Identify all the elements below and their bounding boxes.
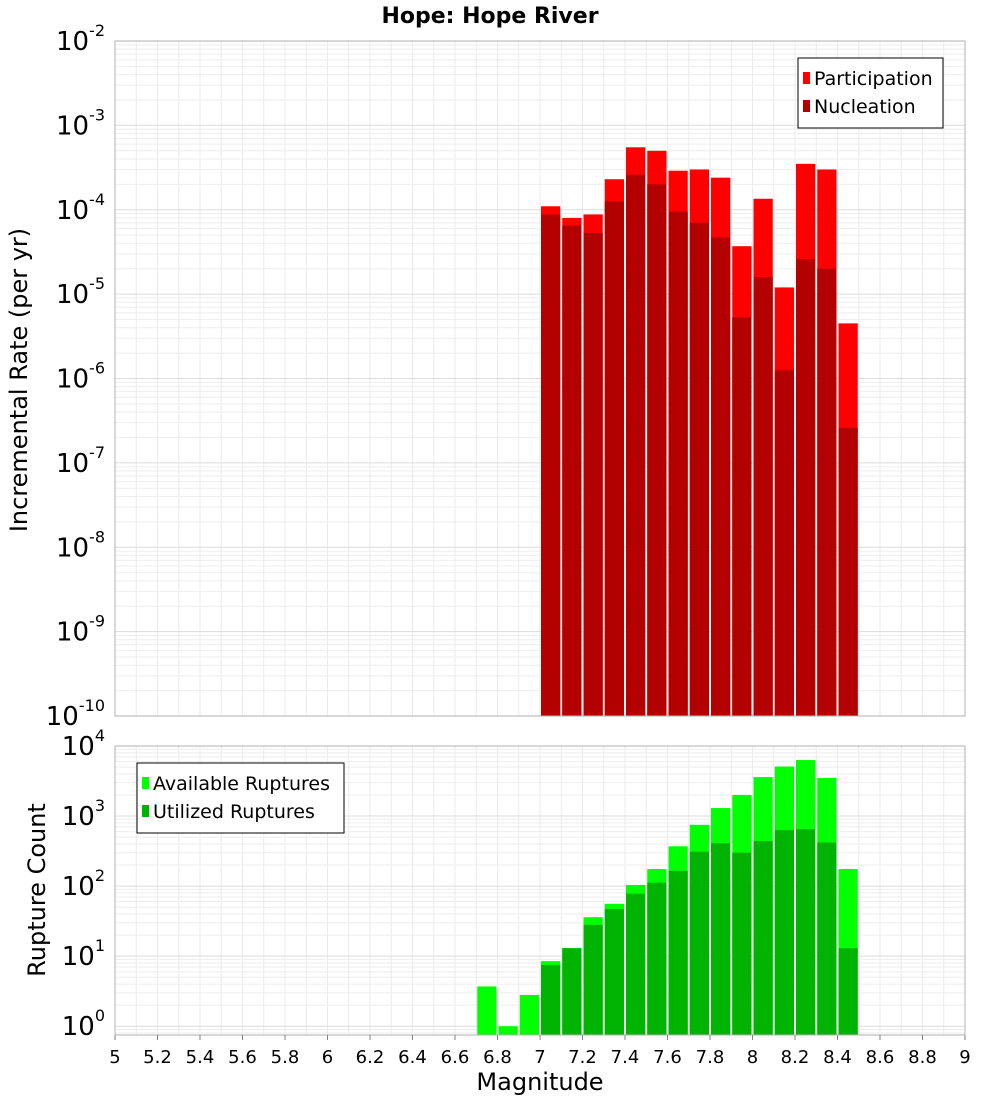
- y-tick-label: 103: [62, 796, 105, 832]
- bar: [562, 948, 582, 1035]
- bottom-panel: 100 101 102 103 104 5 5.2 5.4 5.6 5.8 6 6.2 6.4 6.6 6.…: [62, 726, 971, 1068]
- bar: [817, 842, 837, 1035]
- bar: [753, 276, 773, 716]
- bar: [838, 948, 858, 1035]
- legend-box: [136, 762, 345, 834]
- bar: [711, 843, 731, 1035]
- x-tick-label: 8.4: [823, 1047, 852, 1068]
- top-y-axis-label: Incremental Rate (per yr): [5, 228, 33, 532]
- x-tick-label: 7: [534, 1047, 545, 1068]
- bar: [711, 237, 731, 716]
- x-tick-label: 7.4: [611, 1047, 640, 1068]
- bar: [562, 225, 582, 716]
- y-tick-label: 10-6: [56, 359, 105, 395]
- bar: [647, 184, 667, 717]
- x-tick-label: 6.8: [483, 1047, 512, 1068]
- legend-entry: Available Ruptures: [153, 773, 330, 795]
- bar: [774, 370, 794, 716]
- legend: Available Ruptures Utilized Ruptures: [136, 762, 345, 834]
- y-tick-label: 104: [62, 726, 105, 762]
- bottom-y-axis-label: Rupture Count: [23, 803, 51, 977]
- bar: [689, 851, 709, 1035]
- figure-title: Hope: Hope River: [381, 4, 598, 29]
- legend-swatch: [142, 777, 149, 789]
- plot-frame: [114, 40, 966, 717]
- x-tick-label: 6.6: [441, 1047, 470, 1068]
- bar: [519, 994, 539, 1035]
- y-tick-label: 10-5: [56, 274, 105, 310]
- bar: [626, 174, 646, 716]
- bar: [604, 909, 624, 1035]
- bar: [583, 924, 603, 1035]
- bar: [626, 893, 646, 1035]
- x-tick-label: 6.4: [398, 1047, 427, 1068]
- x-tick-label: 5.2: [143, 1047, 172, 1068]
- bar: [753, 841, 773, 1035]
- bar: [732, 317, 752, 716]
- x-tick-label: 6: [322, 1047, 333, 1068]
- x-tick-label: 7.6: [653, 1047, 682, 1068]
- bar: [796, 259, 816, 716]
- x-tick-label: 8.8: [908, 1047, 937, 1068]
- bar: [796, 829, 816, 1035]
- y-tick-label: 102: [62, 866, 105, 902]
- grid: [114, 40, 966, 717]
- legend: Participation Nucleation: [797, 57, 944, 129]
- bar: [477, 986, 497, 1035]
- series-utilized-ruptures: [541, 829, 858, 1035]
- y-tick-label: 10-8: [56, 527, 105, 563]
- x-tick-label: 8.2: [781, 1047, 810, 1068]
- legend-entry: Nucleation: [814, 96, 916, 118]
- bar: [604, 201, 624, 716]
- series-nucleation: [541, 174, 858, 717]
- bar: [668, 870, 688, 1035]
- bar: [668, 211, 688, 716]
- x-tick-label: 5.6: [228, 1047, 257, 1068]
- y-tick-label: 101: [62, 936, 105, 972]
- bar: [774, 830, 794, 1035]
- y-tick-label: 10-3: [56, 105, 105, 141]
- top-panel: 10-10 10-9 10-8 10-7 10-6 10-5 10-4 10-3 10-2 Par…: [46, 21, 966, 732]
- bar: [838, 427, 858, 716]
- x-tick-label: 5.8: [271, 1047, 300, 1068]
- y-tick-label: 10-9: [56, 612, 105, 648]
- y-tick-label: 10-7: [56, 443, 105, 479]
- bar: [498, 1026, 518, 1035]
- y-tick-label: 100: [62, 1006, 105, 1042]
- y-tick-label: 10-2: [56, 21, 105, 57]
- legend-swatch: [142, 805, 149, 817]
- x-tick-label: 7.8: [696, 1047, 725, 1068]
- x-tick-label: 9: [959, 1047, 970, 1068]
- x-tick-label: 6.2: [356, 1047, 385, 1068]
- legend-swatch: [803, 100, 810, 112]
- bar: [583, 233, 603, 716]
- x-axis-label: Magnitude: [476, 1068, 603, 1096]
- legend-entry: Utilized Ruptures: [153, 801, 315, 823]
- legend-entry: Participation: [814, 68, 933, 90]
- y-tick-label: 10-10: [46, 696, 105, 732]
- bar: [817, 268, 837, 716]
- bar: [689, 222, 709, 716]
- x-tick-label: 8: [747, 1047, 758, 1068]
- bar: [647, 882, 667, 1035]
- x-tick-label: 8.6: [866, 1047, 895, 1068]
- x-tick-label: 5: [109, 1047, 120, 1068]
- bar: [541, 964, 561, 1035]
- y-tick-label: 10-4: [56, 190, 105, 226]
- legend-box: [797, 57, 944, 129]
- bar: [732, 852, 752, 1035]
- bar: [541, 214, 561, 717]
- legend-swatch: [803, 72, 810, 84]
- x-tick-label: 5.4: [186, 1047, 215, 1068]
- x-tick-label: 7.2: [568, 1047, 597, 1068]
